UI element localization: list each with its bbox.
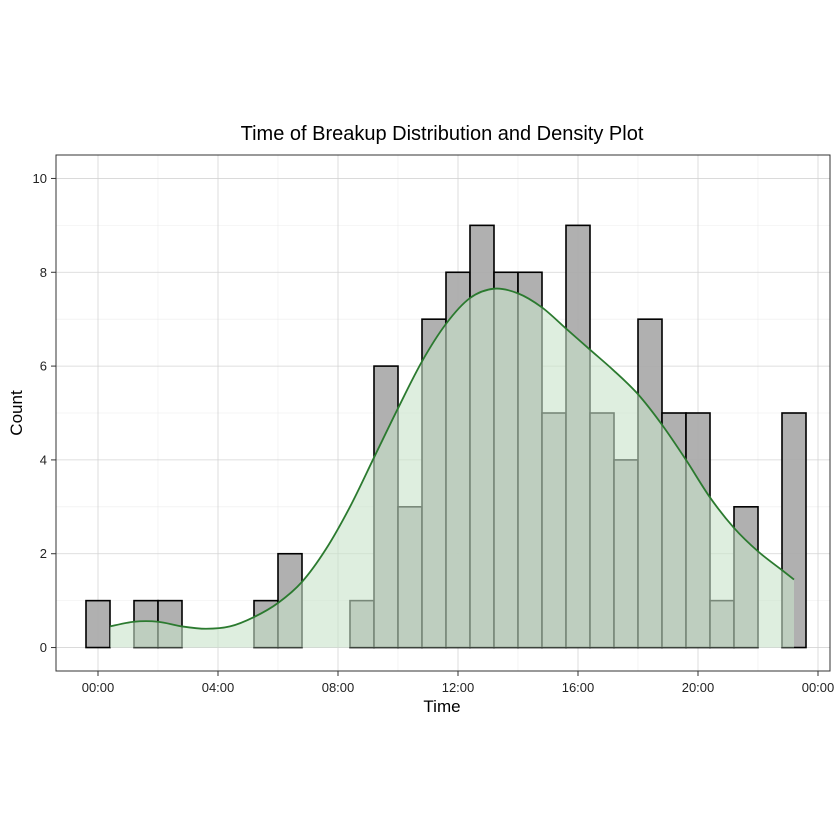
- density-area: [110, 288, 794, 648]
- x-tick-label: 00:00: [82, 680, 115, 695]
- histogram-bar: [85, 599, 111, 649]
- y-tick-label: 6: [40, 359, 47, 374]
- x-tick-label: 04:00: [202, 680, 235, 695]
- x-tick-label: 00:00: [802, 680, 835, 695]
- y-tick-label: 0: [40, 640, 47, 655]
- chart-title: Time of Breakup Distribution and Density…: [241, 123, 644, 145]
- y-tick-label: 2: [40, 546, 47, 561]
- y-tick-label: 4: [40, 452, 47, 467]
- x-axis-ticks: 00:00 04:00 08:00 12:00 16:00 20:00 00:00: [82, 671, 835, 695]
- y-axis-ticks: 0 2 4 6 8 10: [33, 171, 56, 655]
- x-tick-label: 16:00: [562, 680, 595, 695]
- x-tick-label: 08:00: [322, 680, 355, 695]
- y-axis-title: Count: [7, 390, 26, 436]
- density-curve: [109, 287, 795, 648]
- x-tick-label: 12:00: [442, 680, 475, 695]
- y-tick-label: 8: [40, 265, 47, 280]
- plot-panel-border: [55, 154, 831, 672]
- x-axis-title: Time: [423, 697, 460, 716]
- density-line: [109, 287, 795, 630]
- y-tick-label: 10: [33, 171, 47, 186]
- x-tick-label: 20:00: [682, 680, 715, 695]
